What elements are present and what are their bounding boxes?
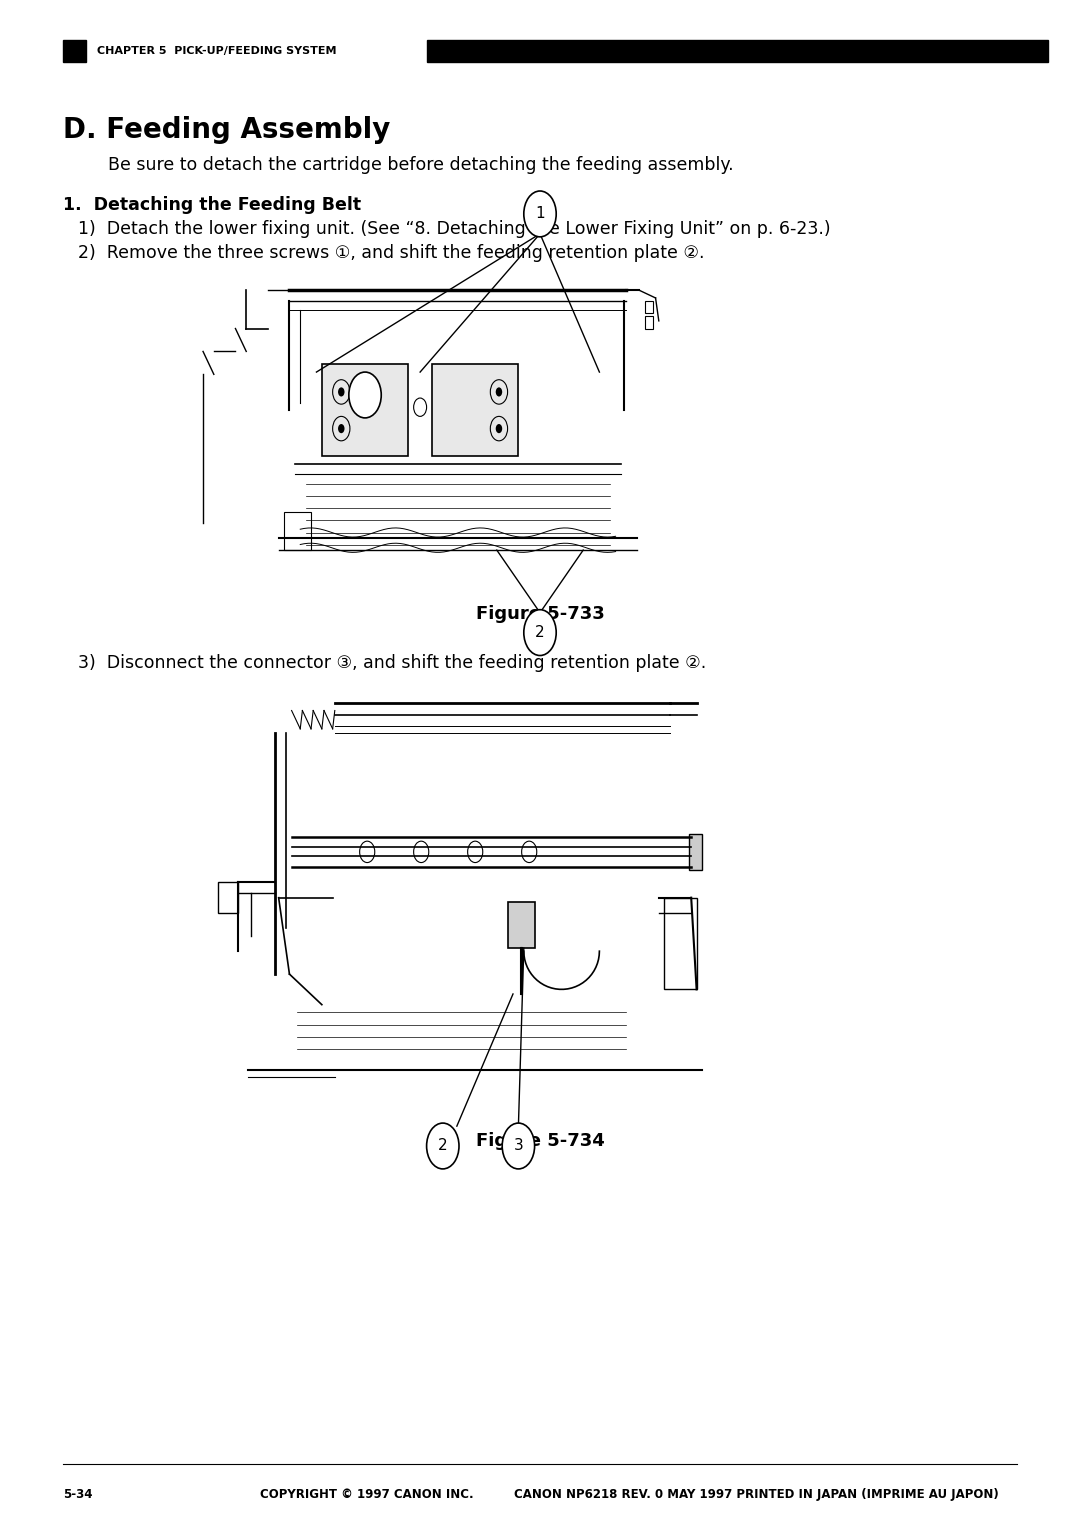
Text: 1: 1 [536,206,544,222]
Circle shape [338,423,345,434]
Circle shape [522,840,537,862]
Circle shape [360,840,375,862]
Bar [689,834,702,871]
Text: 2)  Remove the three screws ①, and shift the feeding retention plate ②.: 2) Remove the three screws ①, and shift … [78,244,704,263]
Text: CHAPTER 5  PICK-UP/FEEDING SYSTEM: CHAPTER 5 PICK-UP/FEEDING SYSTEM [97,46,337,57]
Circle shape [496,387,502,396]
Text: 3: 3 [513,1138,524,1154]
Bar [645,301,653,313]
Bar [63,40,86,61]
Circle shape [502,1123,535,1169]
Circle shape [468,840,483,862]
Circle shape [496,423,502,434]
Text: CANON NP6218 REV. 0 MAY 1997 PRINTED IN JAPAN (IMPRIME AU JAPON): CANON NP6218 REV. 0 MAY 1997 PRINTED IN … [514,1488,998,1500]
Text: Figure 5-733: Figure 5-733 [475,605,605,623]
Text: 3)  Disconnect the connector ③, and shift the feeding retention plate ②.: 3) Disconnect the connector ③, and shift… [78,654,706,672]
Bar [432,364,518,455]
Circle shape [338,387,345,396]
Bar [427,40,1048,61]
Bar [508,902,535,947]
Bar [645,316,653,329]
Text: 1.  Detaching the Feeding Belt: 1. Detaching the Feeding Belt [63,196,361,214]
Bar [664,898,697,990]
Text: 5-34: 5-34 [63,1488,92,1500]
Text: Figure 5-734: Figure 5-734 [475,1132,605,1151]
Bar [218,882,238,912]
Circle shape [349,371,381,417]
Text: Be sure to detach the cartridge before detaching the feeding assembly.: Be sure to detach the cartridge before d… [108,156,733,174]
Circle shape [427,1123,459,1169]
Circle shape [524,191,556,237]
Text: 1)  Detach the lower fixing unit. (See “8. Detaching the Lower Fixing Unit” on p: 1) Detach the lower fixing unit. (See “8… [78,220,831,238]
Circle shape [524,610,556,656]
Text: D. Feeding Assembly: D. Feeding Assembly [63,116,390,144]
Text: COPYRIGHT © 1997 CANON INC.: COPYRIGHT © 1997 CANON INC. [260,1488,474,1500]
Bar [322,364,408,455]
Bar [284,512,311,550]
Text: 2: 2 [536,625,544,640]
Text: 2: 2 [438,1138,447,1154]
Circle shape [414,840,429,862]
